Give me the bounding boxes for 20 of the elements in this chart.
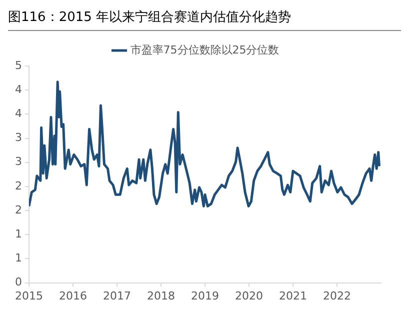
y-tick-label: 0 [15,276,22,289]
x-tick-label: 2015 [15,289,43,302]
y-tick-label: 4 [15,107,22,120]
y-tick-label: 2 [15,179,22,192]
y-tick-label: 3 [15,131,22,144]
x-tick-label: 2019 [191,289,219,302]
x-tick-label: 2017 [103,289,131,302]
y-tick-label: 2 [15,203,22,216]
chart-title: 图116：2015 年以来宁组合赛道内估值分化趋势 [8,8,401,31]
y-tick-label: 1 [15,252,22,265]
y-tick-label: 4 [15,82,22,96]
x-tick-label: 2021 [279,289,307,302]
y-tick-label: 1 [15,227,22,240]
x-tick-label: 2022 [323,289,351,302]
x-tick-label: 2018 [147,289,175,302]
x-tick-label: 2016 [59,289,87,302]
x-tick-label: 2020 [235,289,263,302]
legend-label: 市盈率75分位数除以25分位数 [130,43,280,56]
y-tick-label: 3 [15,155,22,168]
y-tick-label: 5 [15,58,22,72]
